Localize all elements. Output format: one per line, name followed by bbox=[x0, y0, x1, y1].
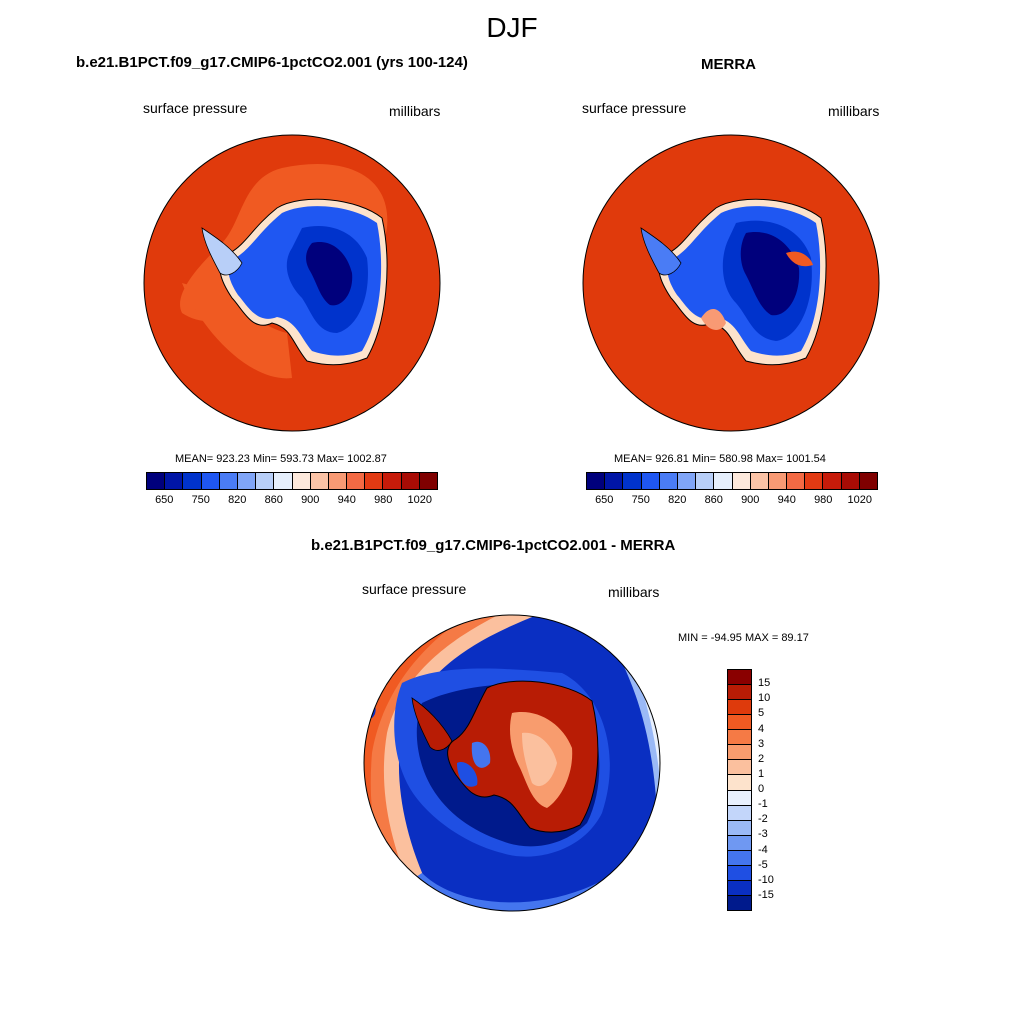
colorbar-swatch bbox=[237, 473, 257, 489]
diff-colorbar-swatch bbox=[728, 745, 751, 761]
diff-colorbar-tick-label: -5 bbox=[758, 858, 768, 871]
panel-2-colorbar bbox=[586, 472, 878, 490]
season-title: DJF bbox=[486, 12, 538, 43]
diff-colorbar-tick-label: -2 bbox=[758, 813, 768, 826]
diff-colorbar-tick-label: -10 bbox=[758, 873, 774, 886]
colorbar-swatch bbox=[365, 473, 384, 489]
colorbar-tick-label: 820 bbox=[668, 494, 687, 506]
colorbar-tick-label: 860 bbox=[704, 494, 723, 506]
colorbar-swatch bbox=[605, 473, 624, 489]
colorbar-swatch bbox=[768, 473, 788, 489]
colorbar-swatch bbox=[310, 473, 329, 489]
colorbar-tick-label: 900 bbox=[301, 494, 320, 506]
diff-colorbar-tick-label: 4 bbox=[758, 722, 765, 735]
diff-colorbar-swatch bbox=[728, 790, 751, 806]
colorbar-tick-label: 820 bbox=[228, 494, 247, 506]
colorbar-tick-label: 1020 bbox=[847, 494, 872, 506]
diff-colorbar-swatch bbox=[728, 715, 751, 731]
diff-colorbar-swatch bbox=[728, 685, 751, 701]
diff-colorbar-tick-label: 0 bbox=[758, 783, 765, 795]
colorbar-swatch bbox=[696, 473, 715, 489]
diff-colorbar-swatch bbox=[728, 880, 751, 896]
colorbar-swatch bbox=[201, 473, 220, 489]
colorbar-swatch bbox=[419, 473, 437, 489]
diff-colorbar-swatch bbox=[728, 775, 751, 791]
colorbar-swatch bbox=[165, 473, 184, 489]
diff-colorbar-tick-label: -1 bbox=[758, 798, 768, 811]
colorbar-tick-label: 860 bbox=[264, 494, 283, 506]
colorbar-swatch bbox=[641, 473, 660, 489]
colorbar-tick-label: 940 bbox=[337, 494, 356, 506]
colorbar-tick-label: 1020 bbox=[407, 494, 432, 506]
colorbar-tick-label: 900 bbox=[741, 494, 760, 506]
colorbar-swatch bbox=[805, 473, 824, 489]
colorbar-swatch bbox=[587, 473, 606, 489]
diff-colorbar-tick-label: -15 bbox=[758, 888, 774, 901]
diff-colorbar-swatch bbox=[728, 730, 751, 746]
panel-2-field-label: surface pressure bbox=[582, 100, 687, 116]
colorbar-swatch bbox=[732, 473, 751, 489]
diff-minmax: MIN = -94.95 MAX = 89.17 bbox=[678, 632, 809, 644]
colorbar-swatch bbox=[183, 473, 202, 489]
diff-field-label: surface pressure bbox=[362, 581, 467, 597]
colorbar-swatch bbox=[677, 473, 697, 489]
panel-1-field-label: surface pressure bbox=[143, 100, 248, 116]
diff-colorbar-tick-label: -4 bbox=[758, 843, 768, 856]
diff-colorbar-tick-label: 3 bbox=[758, 737, 765, 750]
colorbar-tick-label: 980 bbox=[814, 494, 833, 506]
colorbar-swatch bbox=[859, 473, 877, 489]
panel-2-map bbox=[582, 134, 880, 432]
colorbar-swatch bbox=[401, 473, 420, 489]
colorbar-swatch bbox=[623, 473, 642, 489]
colorbar-swatch bbox=[292, 473, 311, 489]
panel-1-colorbar bbox=[146, 472, 438, 490]
panel-2-units-label: millibars bbox=[828, 103, 880, 119]
panel-1-map bbox=[143, 134, 441, 432]
panel-1-title: b.e21.B1PCT.f09_g17.CMIP6-1pctCO2.001 (y… bbox=[76, 54, 468, 71]
diff-colorbar-swatch bbox=[728, 820, 751, 836]
diff-colorbar-swatch bbox=[728, 700, 751, 716]
colorbar-swatch bbox=[383, 473, 402, 489]
colorbar-swatch bbox=[841, 473, 860, 489]
diff-colorbar-tick-label: 5 bbox=[758, 707, 765, 720]
colorbar-tick-label: 980 bbox=[374, 494, 393, 506]
diff-colorbar-swatch bbox=[728, 760, 751, 776]
diff-units-label: millibars bbox=[608, 584, 660, 600]
diff-colorbar-tick-label: 2 bbox=[758, 752, 765, 765]
diff-colorbar-swatch bbox=[728, 850, 751, 866]
colorbar-swatch bbox=[714, 473, 733, 489]
panel-2-stats: MEAN= 926.81 Min= 580.98 Max= 1001.54 bbox=[614, 453, 826, 465]
diff-colorbar-swatch bbox=[728, 670, 751, 686]
colorbar-swatch bbox=[659, 473, 678, 489]
colorbar-tick-label: 650 bbox=[155, 494, 174, 506]
diff-colorbar-tick-label: 1 bbox=[758, 767, 765, 780]
diff-colorbar-tick-label: 15 bbox=[758, 677, 771, 690]
colorbar-swatch bbox=[823, 473, 842, 489]
diff-colorbar-tick-label: -3 bbox=[758, 828, 768, 841]
diff-colorbar-swatch bbox=[728, 865, 751, 881]
colorbar-tick-label: 750 bbox=[191, 494, 210, 506]
colorbar-swatch bbox=[787, 473, 806, 489]
colorbar-tick-label: 940 bbox=[777, 494, 796, 506]
diff-colorbar bbox=[727, 669, 752, 911]
diff-map bbox=[363, 614, 661, 912]
colorbar-swatch bbox=[347, 473, 366, 489]
colorbar-swatch bbox=[750, 473, 769, 489]
colorbar-swatch bbox=[147, 473, 166, 489]
colorbar-swatch bbox=[256, 473, 275, 489]
diff-colorbar-swatch bbox=[728, 895, 751, 910]
diff-colorbar-swatch bbox=[728, 835, 751, 851]
diff-colorbar-tick-label: 10 bbox=[758, 692, 771, 705]
diff-colorbar-swatch bbox=[728, 805, 751, 821]
colorbar-tick-label: 750 bbox=[631, 494, 650, 506]
colorbar-tick-label: 650 bbox=[595, 494, 614, 506]
colorbar-swatch bbox=[219, 473, 238, 489]
panel-1-units-label: millibars bbox=[389, 103, 441, 119]
panel-1-stats: MEAN= 923.23 Min= 593.73 Max= 1002.87 bbox=[175, 453, 387, 465]
colorbar-swatch bbox=[274, 473, 293, 489]
diff-title: b.e21.B1PCT.f09_g17.CMIP6-1pctCO2.001 - … bbox=[311, 537, 676, 554]
colorbar-swatch bbox=[328, 473, 348, 489]
panel-2-title: MERRA bbox=[701, 56, 756, 73]
